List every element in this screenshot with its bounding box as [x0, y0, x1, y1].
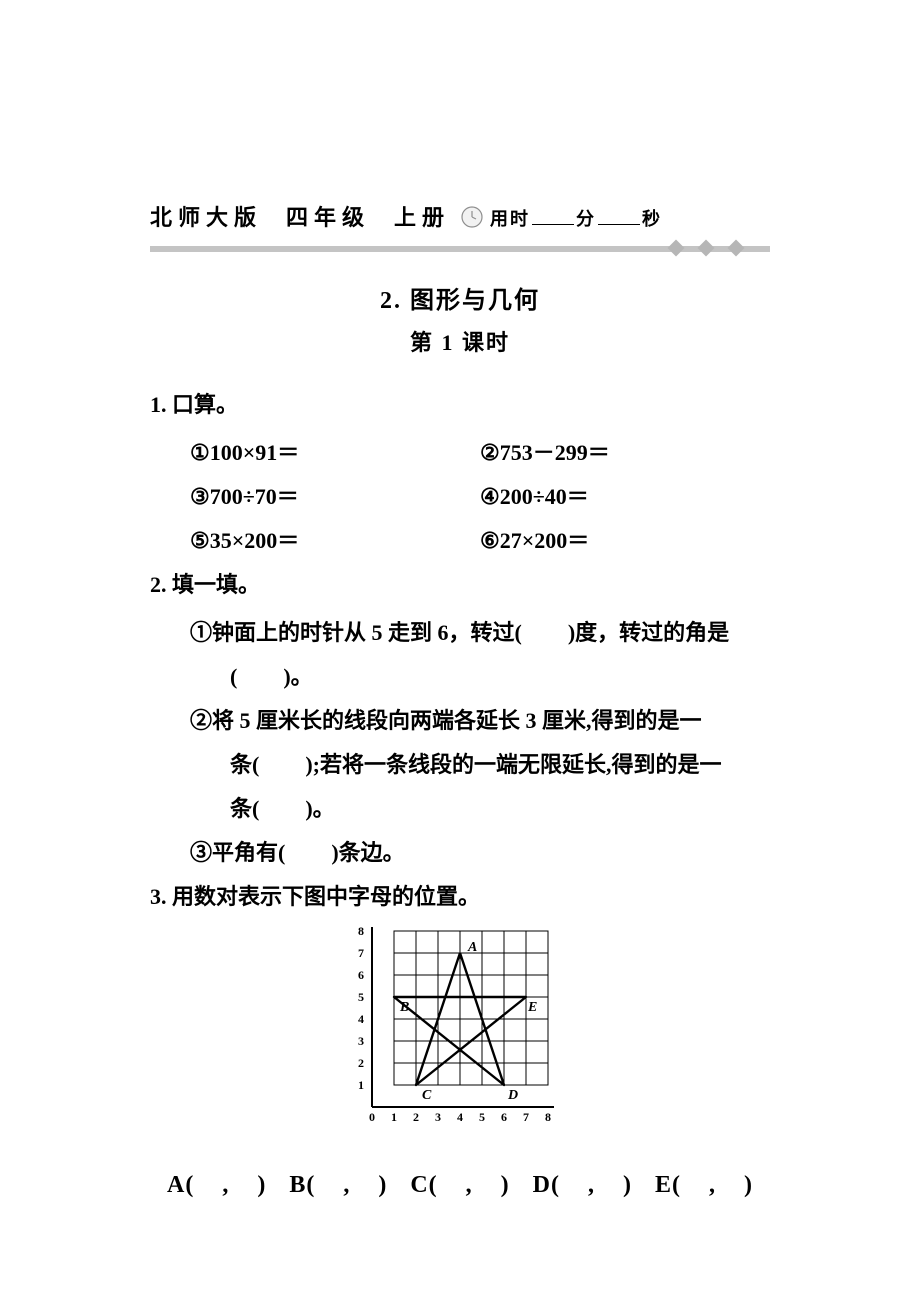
- q3-answer: B(,): [289, 1161, 387, 1209]
- svg-text:6: 6: [358, 968, 364, 982]
- q1-expr: 100×91＝: [210, 440, 300, 465]
- second-unit: 秒: [642, 209, 662, 229]
- svg-text:5: 5: [358, 990, 364, 1004]
- svg-text:D: D: [507, 1088, 518, 1103]
- svg-text:1: 1: [391, 1110, 397, 1124]
- q2-sub2-cont2: 条( )。: [150, 787, 770, 831]
- q2-sub2-cont: 条( );若将一条线段的一端无限延长,得到的是一: [150, 743, 770, 787]
- q1-item: ②753－299＝: [480, 431, 770, 475]
- q2-sub3: ③平角有( )条边。: [150, 831, 770, 875]
- q2-text: 条(: [230, 796, 259, 821]
- q1-item: ④200÷40＝: [480, 475, 770, 519]
- q2-text: )。: [305, 796, 334, 821]
- q1-expr: 753－299＝: [500, 440, 610, 465]
- svg-text:C: C: [422, 1088, 432, 1103]
- q3-letter: D: [533, 1172, 551, 1198]
- diamond-icon: [728, 240, 745, 257]
- svg-text:3: 3: [358, 1034, 364, 1048]
- svg-text:4: 4: [457, 1110, 463, 1124]
- timing-label: 用时: [490, 209, 530, 229]
- timing-block: 用时 分 秒: [490, 205, 662, 231]
- svg-text:0: 0: [369, 1110, 375, 1124]
- worksheet-page: 北师大版 四年级 上册 用时 分 秒 2. 图形与几何 第 1 课时 1. 口算。 …: [0, 0, 920, 1302]
- q1-item: ③700÷70＝: [190, 475, 480, 519]
- q3-answer-row: A(,) B(,) C(,) D(,) E(,): [150, 1161, 770, 1209]
- q1-expr: 27×200＝: [500, 528, 590, 553]
- svg-text:2: 2: [358, 1056, 364, 1070]
- svg-text:7: 7: [358, 946, 364, 960]
- q2-text: )条边。: [331, 840, 404, 865]
- diamond-icon: [698, 240, 715, 257]
- grade-text: 四年级: [286, 200, 370, 232]
- minute-blank[interactable]: [532, 206, 574, 225]
- q1-expr: 35×200＝: [210, 528, 300, 553]
- star-chart: 0 1 2 3 4 5 6 7 8 1 2 3 4 5 6 7 8 A B E C D: [150, 927, 770, 1151]
- clock-icon: [460, 205, 484, 229]
- svg-text:B: B: [399, 1000, 409, 1015]
- q2-text: )度，转过的角是: [568, 620, 729, 645]
- question-3: 3. 用数对表示下图中字母的位置。 0 1 2 3 4 5 6 7 8 1 2 3 4 5 6 7 8 A B E C D…: [150, 875, 770, 1209]
- q3-letter: B: [289, 1172, 306, 1198]
- divider-dots: [670, 242, 742, 254]
- minute-unit: 分: [576, 209, 596, 229]
- q3-answer: C(,): [410, 1161, 509, 1209]
- q1-row: ③700÷70＝ ④200÷40＝: [150, 475, 770, 519]
- svg-text:8: 8: [545, 1110, 551, 1124]
- svg-text:5: 5: [479, 1110, 485, 1124]
- second-blank[interactable]: [598, 206, 640, 225]
- header-divider: [150, 246, 770, 252]
- q1-label: ②: [480, 440, 500, 465]
- q2-sub2: ②将 5 厘米长的线段向两端各延长 3 厘米,得到的是一: [150, 699, 770, 743]
- q2-head: 2. 填一填。: [150, 563, 770, 607]
- page-header: 北师大版 四年级 上册 用时 分 秒: [150, 200, 770, 232]
- q1-label: ⑤: [190, 528, 210, 553]
- q3-letter: C: [410, 1172, 428, 1198]
- question-1: 1. 口算。 ①100×91＝ ②753－299＝ ③700÷70＝ ④200÷…: [150, 383, 770, 563]
- q3-answer: E(,): [655, 1161, 753, 1209]
- q2-text: (: [230, 664, 237, 689]
- question-2: 2. 填一填。 ①钟面上的时针从 5 走到 6，转过()度，转过的角是 ()。 …: [150, 563, 770, 875]
- svg-text:4: 4: [358, 1012, 364, 1026]
- svg-text:E: E: [527, 1000, 537, 1015]
- section-title: 2. 图形与几何: [150, 280, 770, 315]
- q3-answer: A(,): [167, 1161, 266, 1209]
- q1-label: ③: [190, 484, 210, 509]
- q2-text: ③平角有(: [190, 840, 285, 865]
- publisher-text: 北师大版: [150, 200, 262, 232]
- q1-row: ⑤35×200＝ ⑥27×200＝: [150, 519, 770, 563]
- q1-row: ①100×91＝ ②753－299＝: [150, 431, 770, 475]
- q3-letter: A: [167, 1172, 185, 1198]
- q1-label: ①: [190, 440, 210, 465]
- q2-text: );若将一条线段的一端无限延长,得到的是一: [305, 752, 721, 777]
- q3-head: 3. 用数对表示下图中字母的位置。: [150, 875, 770, 919]
- q1-head: 1. 口算。: [150, 383, 770, 427]
- q1-label: ④: [480, 484, 500, 509]
- svg-text:1: 1: [358, 1078, 364, 1092]
- svg-text:8: 8: [358, 927, 364, 938]
- q2-text: ②将 5 厘米长的线段向两端各延长 3 厘米,得到的是一: [190, 708, 702, 733]
- grid-star-svg: 0 1 2 3 4 5 6 7 8 1 2 3 4 5 6 7 8 A B E C D: [348, 927, 572, 1151]
- q1-item: ⑤35×200＝: [190, 519, 480, 563]
- q2-sub1: ①钟面上的时针从 5 走到 6，转过( )度，转过的角是: [150, 611, 770, 655]
- q2-text: ①钟面上的时针从 5 走到 6，转过(: [190, 620, 522, 645]
- svg-text:3: 3: [435, 1110, 441, 1124]
- q3-letter: E: [655, 1172, 672, 1198]
- q2-text: )。: [283, 664, 312, 689]
- q1-label: ⑥: [480, 528, 500, 553]
- svg-text:2: 2: [413, 1110, 419, 1124]
- q1-expr: 200÷40＝: [500, 484, 589, 509]
- q1-item: ①100×91＝: [190, 431, 480, 475]
- q3-answer: D(,): [533, 1161, 632, 1209]
- q2-text: 条(: [230, 752, 259, 777]
- volume-text: 上册: [394, 200, 450, 232]
- lesson-title: 第 1 课时: [150, 325, 770, 357]
- diamond-icon: [668, 240, 685, 257]
- q1-item: ⑥27×200＝: [480, 519, 770, 563]
- svg-text:6: 6: [501, 1110, 507, 1124]
- q2-sub1-cont: ( )。: [150, 655, 770, 699]
- q1-expr: 700÷70＝: [210, 484, 299, 509]
- svg-text:A: A: [467, 940, 477, 955]
- svg-text:7: 7: [523, 1110, 529, 1124]
